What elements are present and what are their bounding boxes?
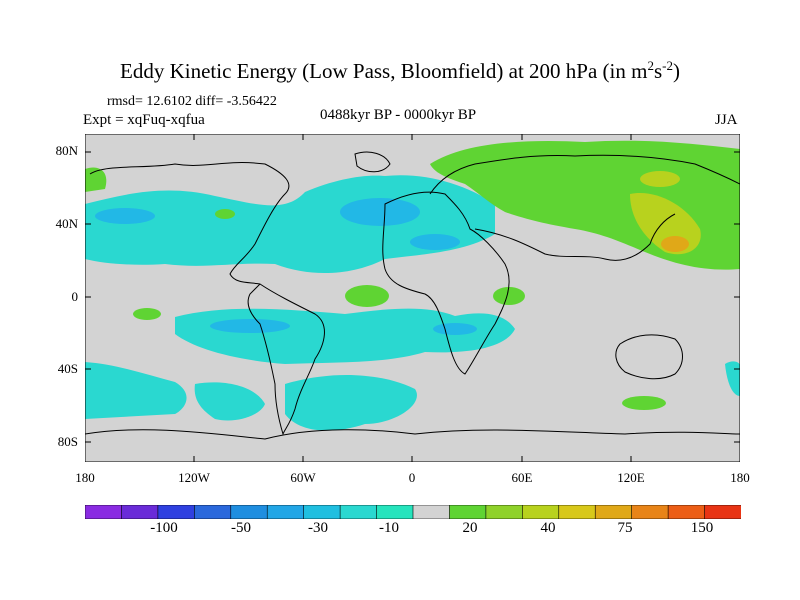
- colorbar-swatch: [558, 505, 597, 519]
- australia-coast: [615, 334, 683, 380]
- colorbar-label: -10: [379, 520, 399, 536]
- greenland-coast: [354, 151, 391, 173]
- lat-label-40s: 40S: [57, 361, 78, 376]
- strong-negative-cores: [95, 198, 477, 335]
- colorbar-swatch: [230, 505, 269, 519]
- period-label: 0488kyr BP - 0000kyr BP: [320, 107, 477, 123]
- lat-ticks: [85, 151, 740, 443]
- south-america-coast: [247, 283, 325, 436]
- colorbar-swatch: [522, 505, 560, 519]
- colorbar-swatch: [121, 505, 159, 519]
- far-east-negative-region: [725, 361, 740, 396]
- lat-label-80n: 80N: [55, 143, 78, 158]
- lon-label-60e: 60E: [511, 470, 533, 485]
- negative-core-3: [410, 234, 460, 250]
- lat-label-80s: 80S: [57, 434, 78, 449]
- colorbar: [85, 505, 741, 519]
- north-america-coast: [89, 162, 290, 285]
- negative-core-5: [433, 323, 477, 335]
- lat-label-40n: 40N: [55, 216, 78, 231]
- colorbar-swatch: [339, 505, 378, 519]
- asia-south-coast: [474, 213, 676, 261]
- colorbar-label: -30: [308, 520, 328, 536]
- coastlines: [85, 151, 740, 440]
- equatorial-atlantic-positive-region: [345, 285, 389, 307]
- lon-label-120w: 120W: [178, 470, 210, 485]
- central-pacific-positive-region: [133, 308, 161, 320]
- colorbar-swatch: [449, 505, 487, 519]
- antarctica-coast: [85, 429, 740, 440]
- colorbar-label: 40: [540, 520, 556, 536]
- negative-core-1: [95, 208, 155, 224]
- colorbar-swatch: [485, 505, 524, 519]
- colorbar-swatch: [631, 505, 669, 519]
- stats-text: rmsd= 12.6102 diff= -3.56422: [107, 94, 277, 109]
- south-atlantic-negative-region: [285, 374, 417, 431]
- strong-positive-cores: [630, 171, 701, 255]
- colorbar-label: 75: [617, 520, 633, 536]
- colorbar-swatch: [412, 505, 451, 519]
- colorbar-swatch: [303, 505, 341, 519]
- colorbar-swatch: [704, 505, 741, 519]
- chart-title: Eddy Kinetic Energy (Low Pass, Bloomfiel…: [120, 58, 680, 83]
- colorbar-swatch: [376, 505, 414, 519]
- lon-label-0: 0: [408, 470, 416, 485]
- season-label: JJA: [715, 112, 738, 128]
- colorbar-swatch: [266, 505, 305, 519]
- lon-label-60w: 60W: [290, 470, 316, 485]
- max-positive-core: [661, 236, 689, 252]
- colorbar-label: 20: [462, 520, 478, 536]
- lon-label-180e: 180: [730, 470, 750, 485]
- eurasia-north-coast: [429, 154, 740, 195]
- south-pacific-negative-region: [85, 362, 187, 419]
- colorbar-swatch: [594, 505, 633, 519]
- colorbar-label: 150: [690, 520, 714, 536]
- colorbar-swatch: [85, 505, 123, 519]
- southwest-pacific-negative-region: [194, 382, 265, 421]
- experiment-label: Expt = xqFuq-xqfua: [83, 112, 205, 128]
- lon-ticks: [193, 134, 632, 462]
- lon-label-120e: 120E: [617, 470, 645, 485]
- africa-coast: [382, 191, 510, 375]
- negative-core-4: [210, 319, 290, 333]
- colorbar-swatch: [194, 505, 232, 519]
- colorbar-swatch: [667, 505, 706, 519]
- eddy-kinetic-energy-map: [85, 134, 740, 462]
- colorbar-swatch: [157, 505, 196, 519]
- lat-label-0: 0: [71, 289, 79, 304]
- north-america-positive-region: [215, 209, 235, 219]
- siberia-positive-core: [640, 171, 680, 187]
- southern-ocean-positive-region: [622, 396, 666, 410]
- colorbar-label: -50: [231, 520, 251, 536]
- east-africa-positive-region: [493, 287, 525, 305]
- lon-label-180w: 180: [75, 470, 95, 485]
- colorbar-label: -100: [150, 520, 178, 536]
- negative-core-2: [340, 198, 420, 226]
